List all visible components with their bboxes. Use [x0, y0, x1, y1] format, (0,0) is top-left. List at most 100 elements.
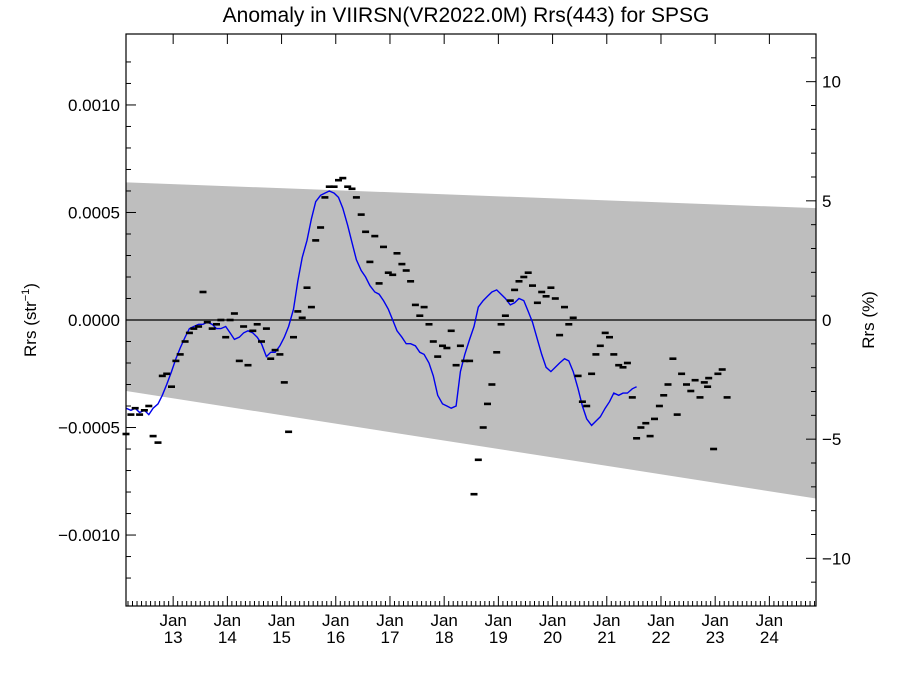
data-point: [714, 372, 722, 376]
data-point: [366, 260, 374, 264]
data-point: [127, 413, 135, 416]
data-point: [619, 366, 627, 369]
data-point: [321, 196, 329, 199]
data-point: [307, 305, 315, 309]
data-point: [131, 406, 139, 410]
data-point: [551, 297, 559, 300]
data-point: [393, 252, 401, 255]
data-point: [705, 376, 713, 380]
data-point: [723, 396, 731, 399]
data-point: [669, 357, 677, 360]
data-point: [466, 359, 474, 363]
data-point: [687, 389, 695, 393]
data-point: [317, 226, 325, 229]
data-point: [181, 340, 189, 343]
data-point: [610, 353, 618, 356]
data-point: [623, 361, 631, 365]
y-tick-label-left: 0.0000: [68, 311, 120, 330]
data-point: [439, 344, 446, 348]
data-point: [325, 185, 333, 188]
x-tick-label-month: Jan: [322, 611, 349, 630]
data-point: [271, 348, 279, 352]
data-point: [230, 312, 238, 315]
data-point: [312, 239, 320, 242]
data-point: [145, 404, 153, 408]
smoothed-line-layer: [125, 190, 637, 427]
data-point: [642, 421, 650, 425]
data-point: [330, 185, 338, 188]
data-point: [447, 329, 455, 333]
data-point: [547, 286, 555, 289]
data-point: [696, 396, 704, 399]
data-point: [651, 417, 658, 421]
x-tick-label-month: Jan: [430, 611, 457, 630]
y-axis-right-label: Rrs (%): [859, 291, 878, 349]
data-point: [633, 437, 641, 440]
data-point: [389, 273, 397, 277]
y-axis-left-label-superscript: −1: [20, 289, 32, 302]
data-point: [208, 327, 216, 330]
data-point: [240, 325, 248, 328]
data-point: [140, 409, 148, 412]
y-tick-label-left: 0.0005: [68, 203, 120, 222]
data-point: [407, 280, 415, 283]
data-point: [294, 310, 302, 313]
data-point: [253, 323, 261, 326]
data-point: [628, 396, 636, 399]
data-point: [235, 359, 243, 363]
data-point: [213, 323, 220, 326]
data-point: [429, 340, 437, 343]
data-point: [443, 346, 451, 350]
data-point: [226, 318, 234, 322]
y-tick-label-right: 5: [822, 192, 831, 211]
data-point: [664, 383, 672, 386]
x-tick-label-year: 24: [760, 628, 779, 647]
data-point: [190, 327, 198, 330]
data-point: [592, 353, 600, 356]
data-point: [280, 381, 288, 384]
x-tick-label-year: 23: [706, 628, 725, 647]
data-point: [149, 434, 157, 438]
data-point: [335, 178, 342, 182]
data-point: [416, 314, 424, 317]
data-point: [375, 282, 383, 285]
data-point: [678, 372, 686, 376]
data-point: [380, 245, 387, 249]
data-point: [704, 385, 712, 388]
data-point: [515, 280, 523, 283]
data-point: [172, 359, 180, 363]
y-axis-left-label: Rrs (str−1): [20, 283, 40, 357]
data-points-layer: [122, 176, 731, 496]
x-tick-label-year: 14: [218, 628, 237, 647]
data-point: [646, 434, 654, 438]
data-point: [384, 271, 392, 274]
data-point: [497, 323, 505, 326]
data-point: [484, 402, 491, 406]
x-axis: Jan13Jan14Jan15Jan16Jan17Jan18Jan19Jan20…: [127, 34, 816, 647]
data-point: [479, 426, 487, 429]
chart-title: Anomaly in VIIRSN(VR2022.0M) Rrs(443) fo…: [223, 4, 710, 27]
data-point: [637, 426, 645, 429]
data-point: [154, 441, 162, 444]
data-point: [529, 284, 536, 287]
y-tick-label-left: −0.0010: [58, 526, 120, 545]
data-point: [700, 381, 708, 384]
data-point: [298, 316, 306, 320]
data-point: [683, 383, 690, 386]
left-y-axis: 0.0010 0.0005 0.0000 −0.0005 −0.0010: [58, 61, 136, 579]
confidence-band: [126, 182, 816, 499]
data-point: [542, 295, 550, 298]
data-point: [452, 363, 460, 367]
data-point: [533, 301, 541, 305]
x-tick-label-month: Jan: [376, 611, 403, 630]
data-point: [176, 353, 184, 356]
data-point: [348, 187, 356, 191]
data-point: [710, 447, 718, 451]
data-point: [158, 374, 166, 378]
data-point: [420, 305, 428, 309]
x-tick-label-month: Jan: [485, 611, 512, 630]
x-tick-label-month: Jan: [701, 611, 728, 630]
data-point: [470, 492, 478, 496]
data-point: [588, 372, 596, 376]
data-point: [691, 378, 699, 382]
